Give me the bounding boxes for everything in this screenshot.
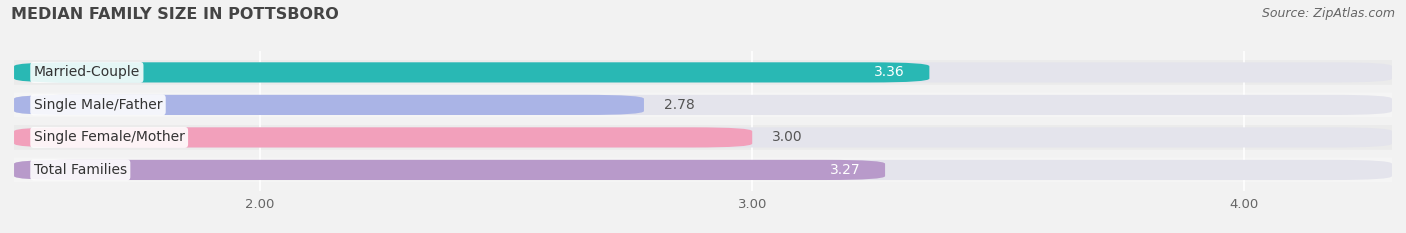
FancyBboxPatch shape (4, 93, 1402, 117)
Text: Single Male/Father: Single Male/Father (34, 98, 162, 112)
FancyBboxPatch shape (4, 158, 1402, 182)
FancyBboxPatch shape (14, 62, 929, 82)
Text: MEDIAN FAMILY SIZE IN POTTSBORO: MEDIAN FAMILY SIZE IN POTTSBORO (11, 7, 339, 22)
Text: Source: ZipAtlas.com: Source: ZipAtlas.com (1261, 7, 1395, 20)
FancyBboxPatch shape (4, 125, 1402, 150)
FancyBboxPatch shape (4, 60, 1402, 85)
Text: Married-Couple: Married-Couple (34, 65, 141, 79)
Text: Single Female/Mother: Single Female/Mother (34, 130, 184, 144)
Text: Total Families: Total Families (34, 163, 127, 177)
Text: 3.36: 3.36 (875, 65, 905, 79)
FancyBboxPatch shape (14, 62, 1392, 82)
Text: 3.00: 3.00 (772, 130, 803, 144)
Text: 2.78: 2.78 (664, 98, 695, 112)
FancyBboxPatch shape (14, 160, 1392, 180)
Text: 3.27: 3.27 (830, 163, 860, 177)
FancyBboxPatch shape (14, 127, 752, 147)
FancyBboxPatch shape (14, 95, 1392, 115)
FancyBboxPatch shape (14, 127, 1392, 147)
FancyBboxPatch shape (14, 160, 886, 180)
FancyBboxPatch shape (14, 95, 644, 115)
